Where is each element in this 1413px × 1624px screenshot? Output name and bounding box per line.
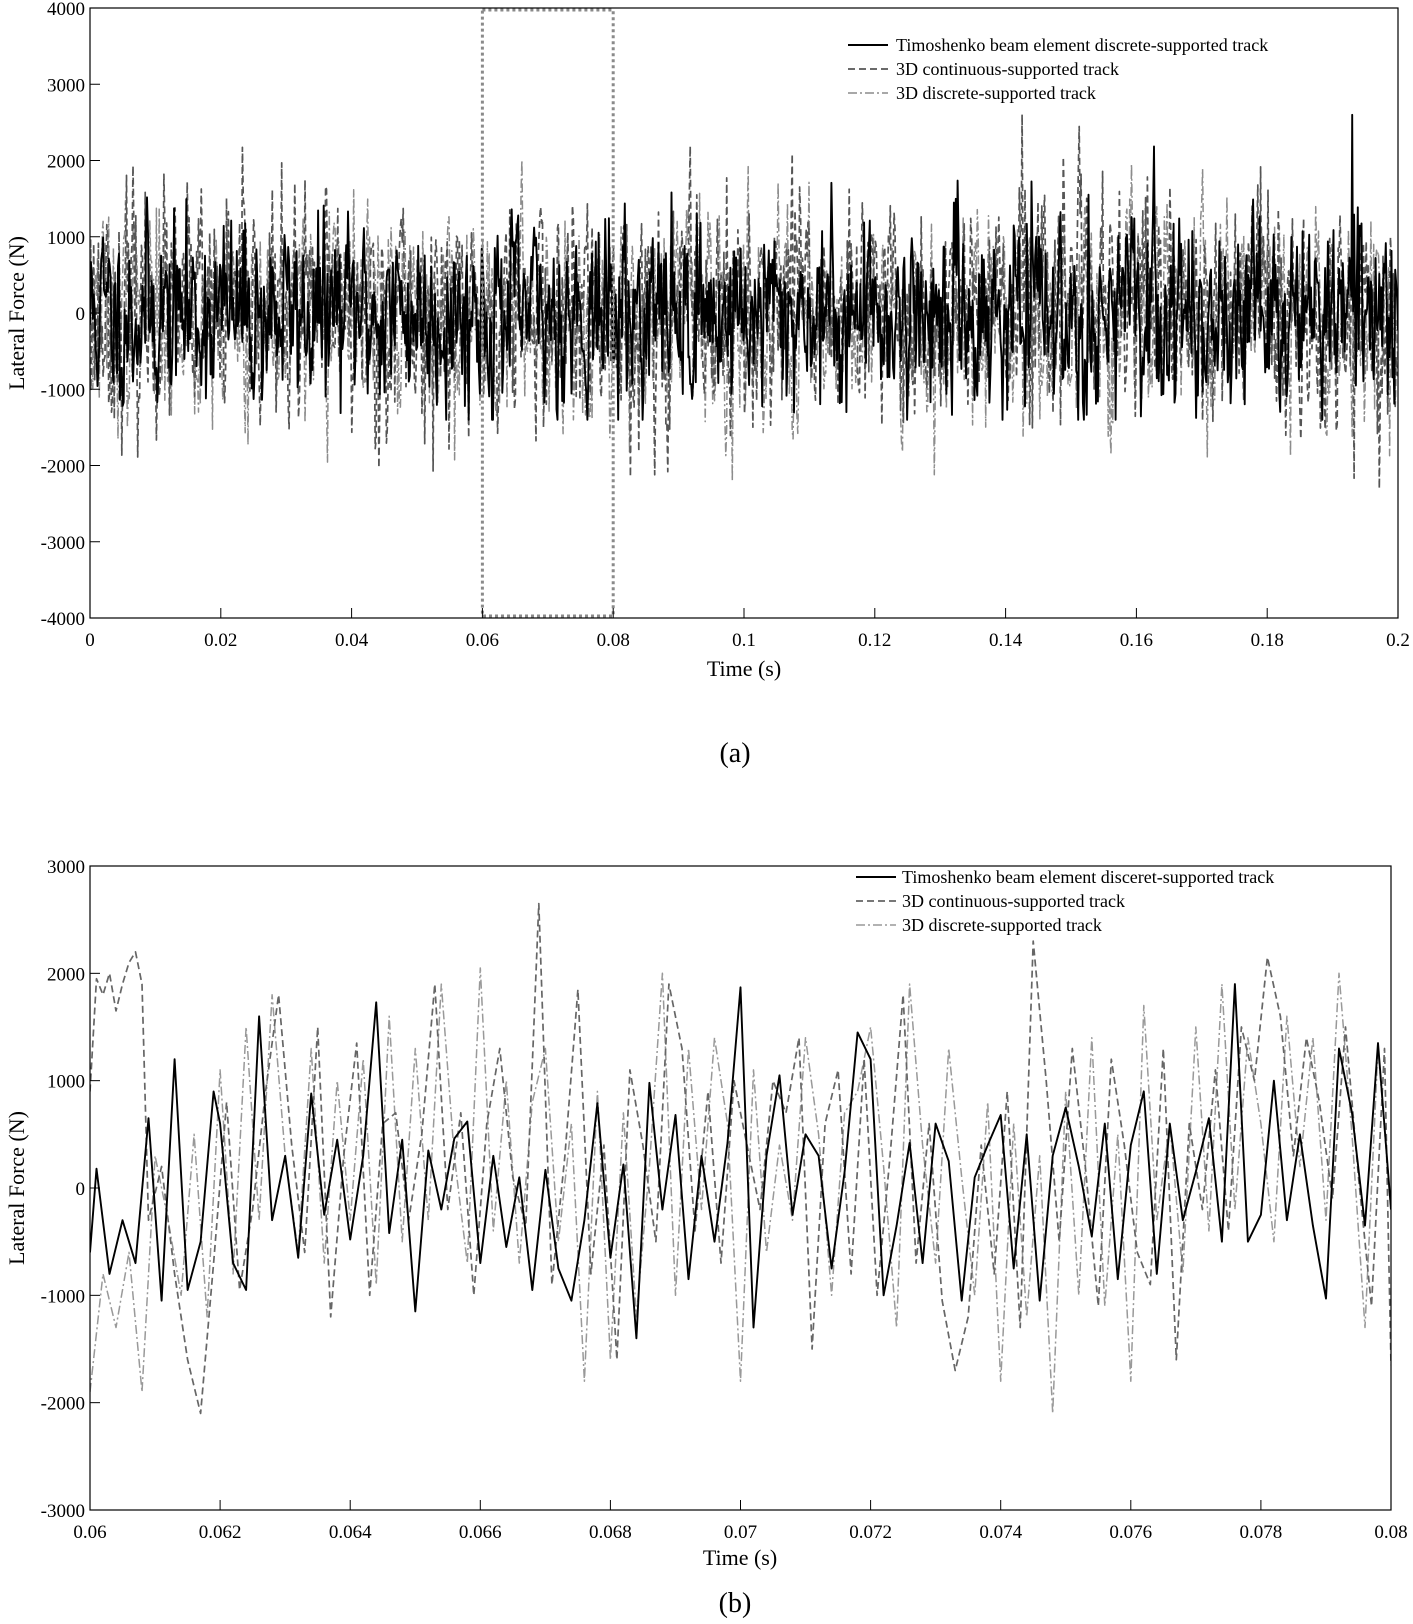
chart-a-legend-label-3d-discrete: 3D discrete-supported track [896, 83, 1096, 103]
chart-b-x-tick-label: 0.078 [1240, 1522, 1283, 1543]
chart-b-y-tick-label: -2000 [41, 1394, 85, 1415]
chart-a-series-line-0 [90, 113, 1398, 421]
chart-a-y-tick-label: 4000 [47, 0, 85, 20]
chart-a-y-tick-label: 0 [76, 304, 86, 325]
chart-b-x-tick-label: 0.062 [199, 1522, 242, 1543]
chart-a-y-tick-label: 2000 [47, 152, 85, 173]
chart-b-x-ticks: 0.06 0.062 0.064 0.066 0.068 0.07 0.072 0.074 0.… [73, 1500, 1408, 1543]
chart-a-y-tick-label: -3000 [41, 533, 85, 554]
chart-b-x-tick-label: 0.06 [73, 1522, 106, 1543]
chart-b-plot-frame [89, 865, 1392, 1511]
chart-a-y-tick-label: -2000 [41, 457, 85, 478]
chart-a-series-group [90, 113, 1398, 490]
chart-a-x-tick-label: 0.06 [466, 630, 499, 651]
chart-a-x-tick-label: 0 [85, 630, 95, 651]
chart-a-x-tick-label: 0.12 [858, 630, 891, 651]
chart-panel-a: 0 0.02 0.04 0.06 0.08 0.1 0.12 0.14 0.16 0.18 0.2 … [4, 0, 1410, 769]
chart-b-legend-label-3d-continuous: 3D continuous-supported track [902, 891, 1125, 911]
chart-b-x-tick-label: 0.072 [849, 1522, 892, 1543]
chart-a-series-line-1 [90, 113, 1398, 490]
chart-b-series-line-0 [90, 983, 1391, 1340]
chart-b-y-tick-label: -1000 [41, 1286, 85, 1307]
chart-b-y-tick-label: 2000 [47, 964, 85, 985]
chart-a-x-tick-label: 0.16 [1120, 630, 1153, 651]
chart-b-y-ticks: -3000 -2000 -1000 0 1000 2000 3000 [41, 857, 100, 1522]
chart-b-y-tick-label: -3000 [41, 1501, 85, 1522]
chart-a-y-axis-title: Lateral Force (N) [4, 236, 29, 390]
chart-a-x-tick-label: 0.14 [989, 630, 1023, 651]
chart-b-legend-label-timoshenko: Timoshenko beam element disceret-support… [902, 867, 1274, 887]
chart-a-x-tick-label: 0.2 [1386, 630, 1410, 651]
chart-b-caption: (b) [719, 1588, 752, 1619]
chart-panel-b: 0.06 0.062 0.064 0.066 0.068 0.07 0.072 0.074 0.… [4, 857, 1408, 1619]
chart-a-x-ticks: 0 0.02 0.04 0.06 0.08 0.1 0.12 0.14 0.16 0.18 0.2 [85, 608, 1410, 651]
chart-b-series-group [90, 902, 1391, 1415]
chart-b-x-tick-label: 0.07 [724, 1522, 757, 1543]
chart-b-x-tick-label: 0.068 [589, 1522, 632, 1543]
chart-a-x-tick-label: 0.04 [335, 630, 369, 651]
chart-a-x-axis-title: Time (s) [707, 656, 781, 681]
chart-a-legend: Timoshenko beam element discrete-support… [848, 35, 1268, 103]
chart-a-legend-label-timoshenko: Timoshenko beam element discrete-support… [896, 35, 1268, 55]
chart-b-x-tick-label: 0.074 [979, 1522, 1022, 1543]
chart-a-y-ticks: -4000 -3000 -2000 -1000 0 1000 2000 3000 4000 [41, 0, 100, 630]
chart-b-legend: Timoshenko beam element disceret-support… [856, 867, 1274, 935]
chart-b-series-line-2 [90, 967, 1391, 1415]
chart-b-x-tick-label: 0.064 [329, 1522, 372, 1543]
chart-b-x-tick-label: 0.08 [1374, 1522, 1407, 1543]
chart-b-x-tick-label: 0.066 [459, 1522, 502, 1543]
chart-b-y-tick-label: 3000 [47, 857, 85, 878]
chart-a-y-tick-label: -1000 [41, 380, 85, 401]
chart-a-caption: (a) [719, 738, 750, 769]
chart-a-x-tick-label: 0.18 [1251, 630, 1284, 651]
chart-a-y-tick-label: 3000 [47, 75, 85, 96]
chart-b-y-tick-label: 1000 [47, 1072, 85, 1093]
chart-a-x-tick-label: 0.08 [597, 630, 630, 651]
chart-b-series-line-1 [90, 902, 1391, 1415]
chart-a-legend-label-3d-continuous: 3D continuous-supported track [896, 59, 1119, 79]
chart-b-x-axis-title: Time (s) [703, 1545, 777, 1570]
chart-a-x-tick-label: 0.1 [732, 630, 756, 651]
chart-a-y-tick-label: -4000 [41, 609, 85, 630]
chart-b-x-tick-label: 0.076 [1109, 1522, 1152, 1543]
chart-b-y-axis-title: Lateral Force (N) [4, 1111, 29, 1265]
chart-b-legend-label-3d-discrete: 3D discrete-supported track [902, 915, 1102, 935]
chart-b-y-tick-label: 0 [76, 1179, 86, 1200]
chart-a-zoom-box [480, 8, 615, 618]
chart-a-y-tick-label: 1000 [47, 228, 85, 249]
chart-a-x-tick-label: 0.02 [204, 630, 237, 651]
